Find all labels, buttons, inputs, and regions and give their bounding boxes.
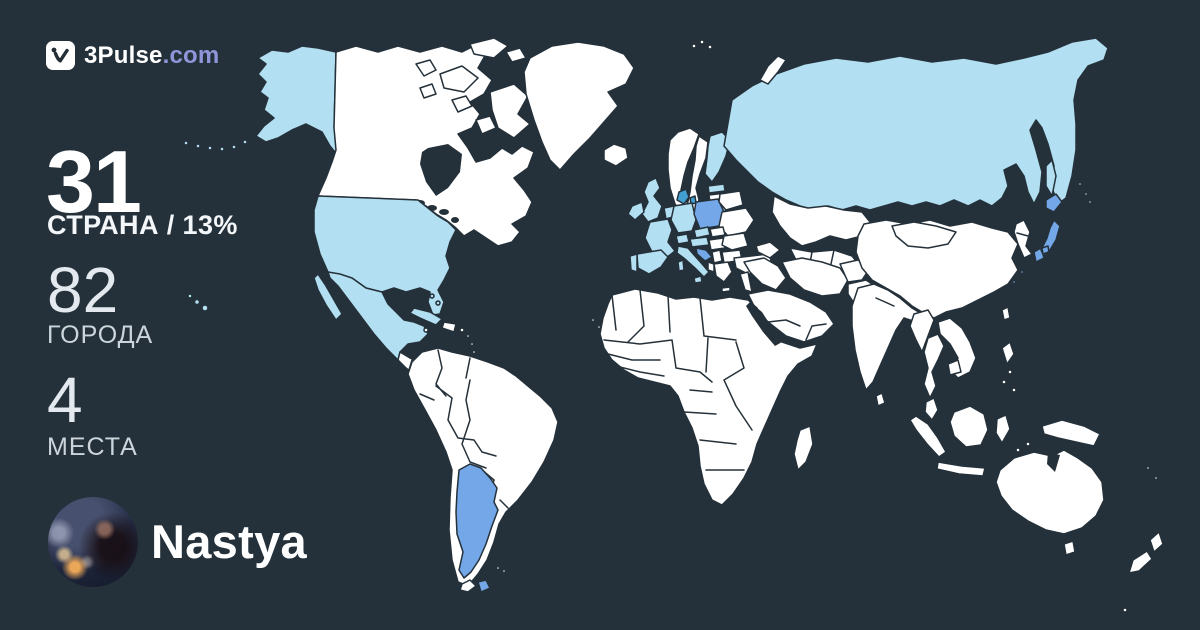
arabia-borders — [767, 319, 827, 341]
brand-name: 3Pulse.com — [84, 41, 220, 69]
red-sea — [746, 302, 782, 346]
country-cambodia — [947, 359, 962, 376]
puerto-rico-island — [459, 327, 465, 333]
tierra-del-fuego-west — [459, 579, 477, 593]
country-thailand — [923, 333, 945, 399]
country-slovakia — [709, 226, 726, 238]
philippine-islands — [1001, 341, 1015, 365]
user-avatar — [48, 497, 138, 587]
stat-cities-label: ГОРОДА — [47, 321, 154, 349]
africa-base — [599, 288, 818, 506]
brand-logo[interactable]: 3Pulse.com — [46, 41, 219, 70]
canadian-arctic-islands — [415, 37, 531, 139]
tasmania-island — [1063, 540, 1076, 556]
country-germany — [670, 202, 697, 234]
caucasus-states — [755, 241, 781, 259]
country-iran — [781, 257, 849, 297]
country-france — [644, 218, 676, 259]
country-estonia — [707, 183, 726, 194]
country-switzerland — [675, 233, 690, 245]
user-name: Nastya — [151, 515, 307, 568]
country-japan — [1033, 193, 1063, 263]
canary-islands — [590, 317, 602, 330]
south-america-borders — [419, 349, 509, 509]
gulf-of-carpentaria — [1047, 452, 1060, 472]
country-mongolia — [891, 221, 957, 249]
country-czechia — [693, 226, 711, 239]
stat-places-value: 4 — [47, 364, 83, 436]
country-greenland — [523, 41, 635, 171]
brand-logo-icon — [46, 41, 75, 70]
new-guinea-island — [1041, 419, 1101, 447]
country-ireland — [627, 201, 645, 221]
aral-sea — [808, 245, 816, 251]
country-denmark — [676, 188, 697, 205]
country-madagascar — [793, 425, 814, 471]
svalbard-islands — [691, 39, 713, 50]
africa-borders — [599, 289, 753, 471]
jamaica-island — [423, 327, 429, 333]
country-italy — [676, 245, 710, 284]
brand-tld: .com — [162, 41, 220, 69]
indonesia-small-islands — [1015, 441, 1031, 453]
country-hungary — [708, 237, 726, 251]
lesser-antilles — [465, 333, 477, 355]
country-iceland — [603, 143, 629, 167]
sumatra-island — [909, 415, 947, 458]
levant-strip — [739, 271, 753, 293]
kuril-islands — [1077, 181, 1093, 205]
stat-countries-label: СТРАНА / 13% — [47, 210, 238, 240]
korea-border — [1016, 232, 1029, 237]
country-taiwan — [1001, 306, 1011, 321]
country-myanmar — [909, 309, 935, 353]
philippine-small-islands — [1001, 369, 1017, 393]
borneo-island — [949, 405, 989, 448]
country-greece — [713, 261, 733, 293]
sulawesi-island — [995, 414, 1011, 444]
country-new-zealand — [1128, 531, 1164, 574]
malay-peninsula — [924, 397, 939, 421]
country-belarus — [718, 190, 744, 211]
country-serbia — [711, 249, 723, 264]
tierra-del-fuego-east — [477, 579, 491, 593]
country-china — [855, 219, 1019, 319]
country-mexico — [313, 271, 429, 361]
laos-vietnam — [937, 317, 977, 379]
stat-places-label: МЕСТА — [47, 433, 138, 461]
country-sri-lanka — [875, 392, 886, 407]
hispaniola-island — [441, 321, 457, 333]
country-croatia — [695, 247, 713, 262]
iraq-syria — [743, 257, 787, 291]
falkland-islands — [495, 565, 507, 574]
novaya-zemlya — [759, 55, 787, 85]
country-portugal — [629, 253, 638, 273]
country-uk — [641, 177, 663, 223]
country-ukraine — [718, 207, 755, 237]
country-austria — [689, 236, 710, 248]
ryukyu-islands — [1011, 269, 1025, 285]
java-island — [936, 461, 986, 477]
country-india — [851, 283, 923, 391]
pacific-islands — [1122, 465, 1159, 613]
hawaii-islands — [187, 293, 209, 312]
country-cuba — [409, 307, 443, 326]
nepal-border — [875, 297, 895, 307]
hudson-bay — [420, 144, 462, 196]
country-romania — [721, 232, 749, 251]
country-russia — [723, 37, 1109, 211]
korean-peninsula — [1013, 219, 1033, 259]
country-argentina — [455, 463, 499, 579]
stat-countries-value: 31 — [46, 132, 142, 231]
country-albania — [707, 261, 715, 273]
country-kazakhstan — [771, 195, 871, 247]
pulse-check-icon — [51, 47, 69, 63]
bahamas-islands — [429, 293, 441, 306]
country-spain — [636, 249, 669, 275]
aleutian-islands — [183, 139, 248, 152]
sakhalin-island — [1045, 159, 1057, 197]
stat-cities-value: 82 — [47, 254, 119, 326]
